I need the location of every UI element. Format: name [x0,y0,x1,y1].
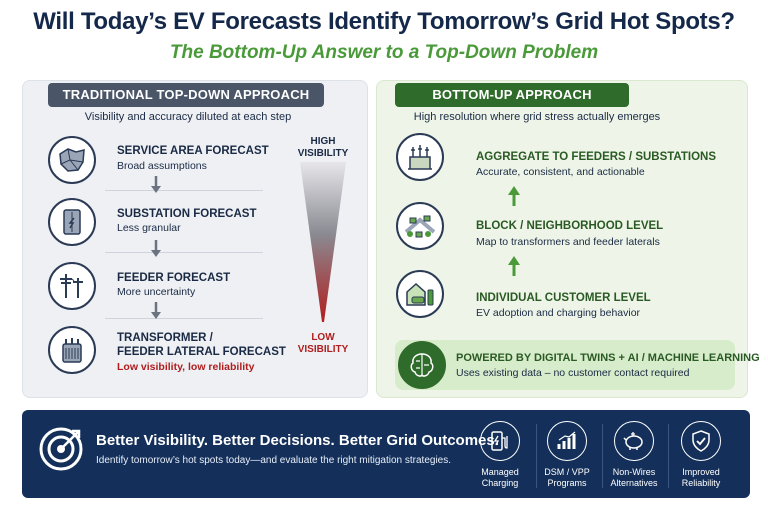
bottom-up-item-desc: Map to transformers and feeder laterals [476,236,660,248]
up-arrow-icon [508,186,520,206]
page-title: Will Today’s EV Forecasts Identify Tomor… [33,8,735,35]
divider [602,424,603,488]
map-region-icon [48,136,96,184]
bottom-up-item-title: INDIVIDUAL CUSTOMER LEVEL [476,292,651,304]
solution-label: Non-Wires Alternatives [610,467,658,488]
electrical-cabinet-icon [48,198,96,246]
divider [105,252,263,253]
page-subtitle: The Bottom-Up Answer to a Top-Down Probl… [169,42,599,63]
top-down-item-title: FEEDER LATERAL FORECAST [117,346,286,358]
visibility-funnel [300,162,346,322]
bottom-up-item-title: AGGREGATE TO FEEDERS / SUBSTATIONS [476,151,717,163]
top-down-item-desc: Low visibility, low reliability [117,361,255,373]
ai-callout [395,340,735,390]
up-arrow-icon [508,256,520,276]
divider [105,318,263,319]
banner-desc: Identify tomorrow’s hot spots today—and … [96,455,452,466]
top-down-item-desc: Less granular [117,222,181,234]
solution-label: Improved Reliability [681,467,721,488]
divider [536,424,537,488]
bottom-up-item-title: BLOCK / NEIGHBORHOOD LEVEL [476,220,664,232]
top-down-heading: TRADITIONAL TOP-DOWN APPROACH [48,83,324,107]
banner-title: Better Visibility. Better Decisions. Bet… [96,432,499,449]
top-down-item-title: SUBSTATION FORECAST [117,208,257,220]
bottom-up-subheading: High resolution where grid stress actual… [413,111,661,123]
power-pole-icon [48,262,96,310]
top-down-item-desc: Broad assumptions [117,160,207,172]
top-down-item-title: TRANSFORMER / [117,332,213,344]
divider [668,424,669,488]
transformer-icon [48,326,96,374]
bar-chart-icon [547,421,587,461]
bottom-up-item-desc: EV adoption and charging behavior [476,307,641,319]
high-visibility-label: HIGH VISIBILITY [297,136,349,159]
solution-label: Managed Charging [481,467,519,488]
bottom-up-item-desc: Accurate, consistent, and actionable [476,166,645,178]
top-down-item-title: SERVICE AREA FORECAST [117,145,269,157]
shield-check-icon [681,421,721,461]
ev-charger-icon [480,421,520,461]
down-arrow-icon [151,240,161,257]
solution-label: DSM / VPP Programs [544,467,590,488]
piggy-bank-icon [614,421,654,461]
low-visibility-label: LOW VISIBILITY [297,332,349,355]
ai-callout-desc: Uses existing data – no customer contact… [456,367,690,379]
down-arrow-icon [151,302,161,319]
target-icon [39,427,83,471]
house-ev-icon [396,270,444,318]
neighborhood-icon [396,202,444,250]
substation-icon [396,133,444,181]
brain-circuit-icon [398,341,446,389]
top-down-subheading: Visibility and accuracy diluted at each … [84,111,292,123]
down-arrow-icon [151,176,161,193]
top-down-item-title: FEEDER FORECAST [117,272,231,284]
ai-callout-title: POWERED BY DIGITAL TWINS + AI / MACHINE … [456,352,760,364]
top-down-item-desc: More uncertainty [117,286,196,298]
divider [105,190,263,191]
bottom-up-heading: BOTTOM-UP APPROACH [395,83,629,107]
